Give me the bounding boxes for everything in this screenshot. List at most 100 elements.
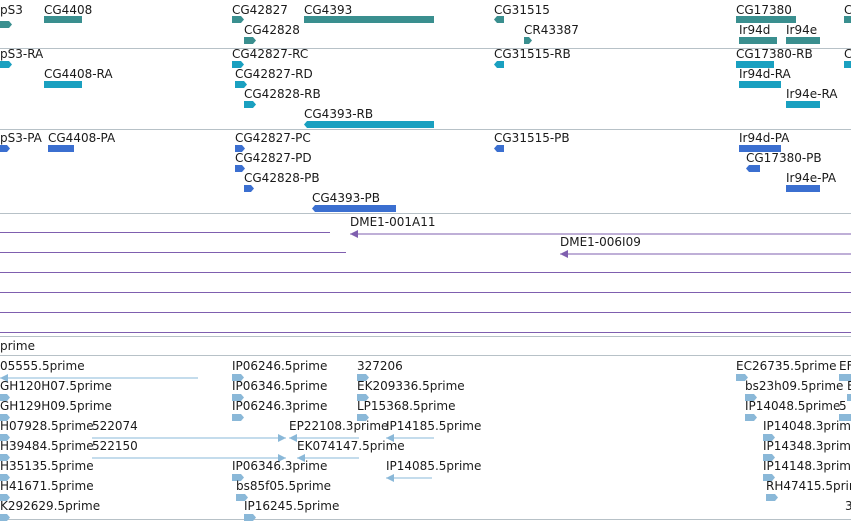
- feature-label[interactable]: 3: [845, 499, 851, 513]
- feature-glyph[interactable]: [847, 394, 851, 401]
- feature-label[interactable]: CG42827-PD: [235, 151, 312, 165]
- feature-label[interactable]: CG4393-PB: [312, 191, 381, 205]
- feature-glyph[interactable]: [494, 16, 504, 23]
- feature-label[interactable]: IP06346.3prime: [232, 459, 328, 473]
- feature-glyph[interactable]: [289, 434, 359, 442]
- feature-label[interactable]: H07928.5prime: [0, 419, 94, 433]
- feature-glyph[interactable]: [524, 37, 532, 44]
- feature-glyph[interactable]: [44, 16, 82, 23]
- feature-label[interactable]: CG31515: [494, 3, 550, 17]
- feature-label[interactable]: pS3-PA: [0, 131, 42, 145]
- feature-glyph[interactable]: [0, 21, 12, 28]
- clone-line[interactable]: [0, 332, 851, 333]
- feature-glyph[interactable]: [786, 37, 820, 44]
- feature-glyph[interactable]: [763, 454, 775, 461]
- clone-line[interactable]: [0, 232, 330, 233]
- feature-glyph[interactable]: [844, 61, 851, 68]
- feature-label[interactable]: C: [844, 3, 851, 17]
- feature-label[interactable]: H41671.5prime: [0, 479, 94, 493]
- feature-label[interactable]: CG17380: [736, 3, 792, 17]
- clone-line[interactable]: [0, 272, 330, 273]
- feature-label[interactable]: pS3: [0, 3, 23, 17]
- feature-label[interactable]: 05555.5prime: [0, 359, 85, 373]
- feature-label[interactable]: GH129H09.5prime: [0, 399, 112, 413]
- feature-label[interactable]: pS3-RA: [0, 47, 44, 61]
- feature-glyph[interactable]: [232, 16, 244, 23]
- feature-label[interactable]: 5: [839, 399, 847, 413]
- feature-label[interactable]: IP14048.5prime: [745, 399, 841, 413]
- feature-label[interactable]: CG31515-PB: [494, 131, 570, 145]
- feature-glyph[interactable]: [0, 61, 12, 68]
- feature-glyph[interactable]: [786, 101, 820, 108]
- feature-glyph[interactable]: [236, 494, 248, 501]
- feature-glyph[interactable]: [0, 494, 10, 501]
- feature-glyph[interactable]: [48, 145, 74, 152]
- feature-glyph[interactable]: [0, 454, 10, 461]
- feature-label[interactable]: bs23h09.5prime: [745, 379, 844, 393]
- feature-glyph[interactable]: [736, 16, 796, 23]
- feature-glyph[interactable]: [763, 474, 775, 481]
- feature-label[interactable]: Ir94e-RA: [786, 87, 838, 101]
- feature-label[interactable]: K292629.5prime: [0, 499, 101, 513]
- feature-glyph[interactable]: [0, 145, 10, 152]
- feature-glyph[interactable]: [736, 374, 748, 381]
- feature-glyph[interactable]: [92, 434, 286, 442]
- feature-label[interactable]: Ir94e-PA: [786, 171, 837, 185]
- feature-glyph[interactable]: [232, 61, 244, 68]
- feature-label[interactable]: CG31515-RB: [494, 47, 571, 61]
- feature-glyph[interactable]: [844, 16, 851, 23]
- feature-glyph[interactable]: [350, 230, 851, 238]
- feature-glyph[interactable]: [386, 474, 432, 482]
- feature-label[interactable]: IP14348.3prime: [763, 439, 851, 453]
- feature-glyph[interactable]: [745, 394, 757, 401]
- feature-glyph[interactable]: [745, 414, 757, 421]
- feature-label[interactable]: EK209336.5prime: [357, 379, 465, 393]
- feature-label[interactable]: IP14048.3prime: [763, 419, 851, 433]
- feature-label[interactable]: 522074: [92, 419, 138, 433]
- feature-glyph[interactable]: [232, 474, 244, 481]
- feature-glyph[interactable]: [304, 121, 434, 128]
- feature-label[interactable]: C: [844, 47, 851, 61]
- feature-glyph[interactable]: [297, 454, 359, 462]
- feature-label[interactable]: CG4393-RB: [304, 107, 374, 121]
- feature-glyph[interactable]: [560, 250, 851, 258]
- feature-glyph[interactable]: [235, 81, 247, 88]
- feature-label[interactable]: RH47415.5prime: [766, 479, 851, 493]
- feature-label[interactable]: EK074147.5prime: [297, 439, 405, 453]
- feature-label[interactable]: CG4408-RA: [44, 67, 113, 81]
- feature-label[interactable]: IP06246.5prime: [232, 359, 328, 373]
- feature-label[interactable]: IP14085.5prime: [386, 459, 482, 473]
- feature-glyph[interactable]: [304, 16, 434, 23]
- feature-label[interactable]: IP06246.3prime: [232, 399, 328, 413]
- clone-line[interactable]: [0, 292, 851, 293]
- feature-label[interactable]: EF: [839, 359, 851, 373]
- feature-glyph[interactable]: [357, 374, 369, 381]
- feature-glyph[interactable]: [244, 514, 256, 521]
- feature-glyph[interactable]: [739, 145, 781, 152]
- feature-glyph[interactable]: [766, 494, 778, 501]
- feature-glyph[interactable]: [232, 414, 244, 421]
- feature-label[interactable]: CG42827-RD: [235, 67, 313, 81]
- feature-glyph[interactable]: [232, 374, 244, 381]
- feature-label[interactable]: CG4408-PA: [48, 131, 116, 145]
- feature-label[interactable]: DME1-001A11: [350, 215, 436, 229]
- feature-glyph[interactable]: [357, 414, 369, 421]
- feature-glyph[interactable]: [0, 414, 10, 421]
- feature-label[interactable]: LP15368.5prime: [357, 399, 456, 413]
- feature-label[interactable]: CG42828-RB: [244, 87, 321, 101]
- feature-glyph[interactable]: [763, 434, 775, 441]
- feature-label[interactable]: EP22108.3prime: [289, 419, 389, 433]
- feature-label[interactable]: CG17380-RB: [736, 47, 813, 61]
- feature-glyph[interactable]: [235, 145, 245, 152]
- feature-label[interactable]: CG4393: [304, 3, 353, 17]
- feature-label[interactable]: E: [847, 379, 851, 393]
- feature-label[interactable]: GH120H07.5prime: [0, 379, 112, 393]
- feature-label[interactable]: CR43387: [524, 23, 579, 37]
- feature-label[interactable]: CG4408: [44, 3, 93, 17]
- feature-glyph[interactable]: [494, 145, 504, 152]
- feature-label[interactable]: IP14185.5prime: [386, 419, 482, 433]
- feature-glyph[interactable]: [839, 374, 851, 381]
- feature-glyph[interactable]: [0, 514, 10, 521]
- feature-label[interactable]: CG42828: [244, 23, 300, 37]
- feature-glyph[interactable]: [312, 205, 396, 212]
